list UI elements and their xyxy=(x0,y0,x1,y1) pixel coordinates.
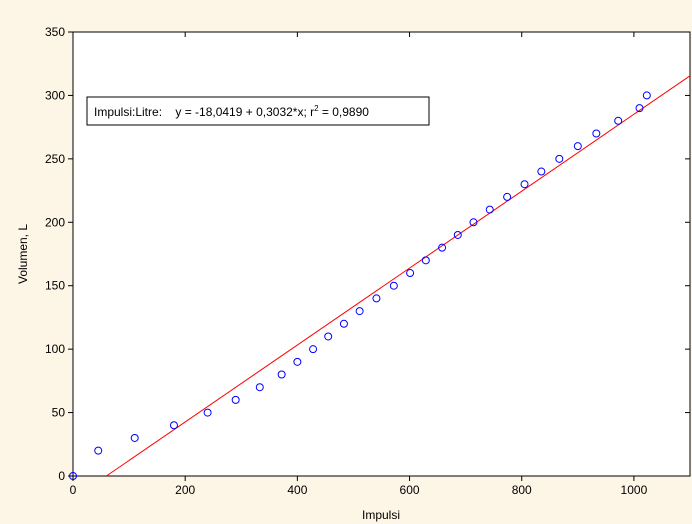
legend-box: Impulsi:Litre: y = -18,0419 + 0,3032*x; … xyxy=(86,96,430,126)
data-point xyxy=(169,421,178,430)
legend-prefix: Impulsi:Litre: y = -18,0419 + 0,3032*x; … xyxy=(94,105,314,119)
x-tick-label: 400 xyxy=(287,483,307,497)
data-point xyxy=(309,345,318,354)
y-tick-label: 100 xyxy=(45,342,65,356)
x-tick-label: 800 xyxy=(512,483,532,497)
data-point xyxy=(614,116,623,125)
x-axis: 0 200 400 600 800 1000 xyxy=(70,32,648,497)
data-point xyxy=(69,472,77,480)
data-point xyxy=(485,205,494,214)
data-point xyxy=(277,370,286,379)
data-point xyxy=(293,357,302,366)
data-point xyxy=(635,104,644,113)
legend-frame xyxy=(86,96,430,126)
y-tick-label: 50 xyxy=(52,406,66,420)
data-point xyxy=(355,307,364,316)
x-axis-title: Impulsi xyxy=(362,508,400,522)
data-point xyxy=(339,319,348,328)
data-point xyxy=(372,294,381,303)
data-point xyxy=(255,383,264,392)
data-point xyxy=(130,433,139,442)
data-point xyxy=(389,281,398,290)
legend-superscript: 2 xyxy=(314,104,319,113)
data-points xyxy=(69,91,651,480)
data-point xyxy=(520,180,529,189)
data-point xyxy=(324,332,333,341)
y-tick-label: 300 xyxy=(45,88,65,102)
y-tick-label: 350 xyxy=(45,25,65,39)
legend-suffix: = 0,9890 xyxy=(319,105,370,119)
y-axis-title: Volumen, L xyxy=(16,224,30,284)
data-point xyxy=(469,218,478,227)
y-tick-label: 150 xyxy=(45,279,65,293)
data-point xyxy=(642,91,651,100)
data-point xyxy=(438,243,447,252)
data-point xyxy=(573,142,582,151)
data-point xyxy=(421,256,430,265)
x-tick-label: 0 xyxy=(70,483,77,497)
data-point xyxy=(537,167,546,176)
x-tick-label: 1000 xyxy=(621,483,648,497)
data-point xyxy=(94,446,103,455)
legend-text: Impulsi:Litre: y = -18,0419 + 0,3032*x; … xyxy=(94,104,369,119)
x-tick-label: 200 xyxy=(175,483,195,497)
y-tick-label: 0 xyxy=(58,469,65,483)
data-point xyxy=(555,154,564,163)
fit-line-group xyxy=(106,75,691,477)
data-point xyxy=(406,269,415,278)
y-tick-label: 250 xyxy=(45,152,65,166)
data-point xyxy=(592,129,601,138)
y-axis: 0 50 100 150 200 250 300 350 xyxy=(45,25,690,483)
data-point xyxy=(203,408,212,417)
regression-line xyxy=(106,75,691,477)
y-tick-label: 200 xyxy=(45,215,65,229)
data-point xyxy=(453,230,462,239)
data-point xyxy=(503,192,512,201)
data-point xyxy=(231,395,240,404)
x-tick-label: 600 xyxy=(400,483,420,497)
